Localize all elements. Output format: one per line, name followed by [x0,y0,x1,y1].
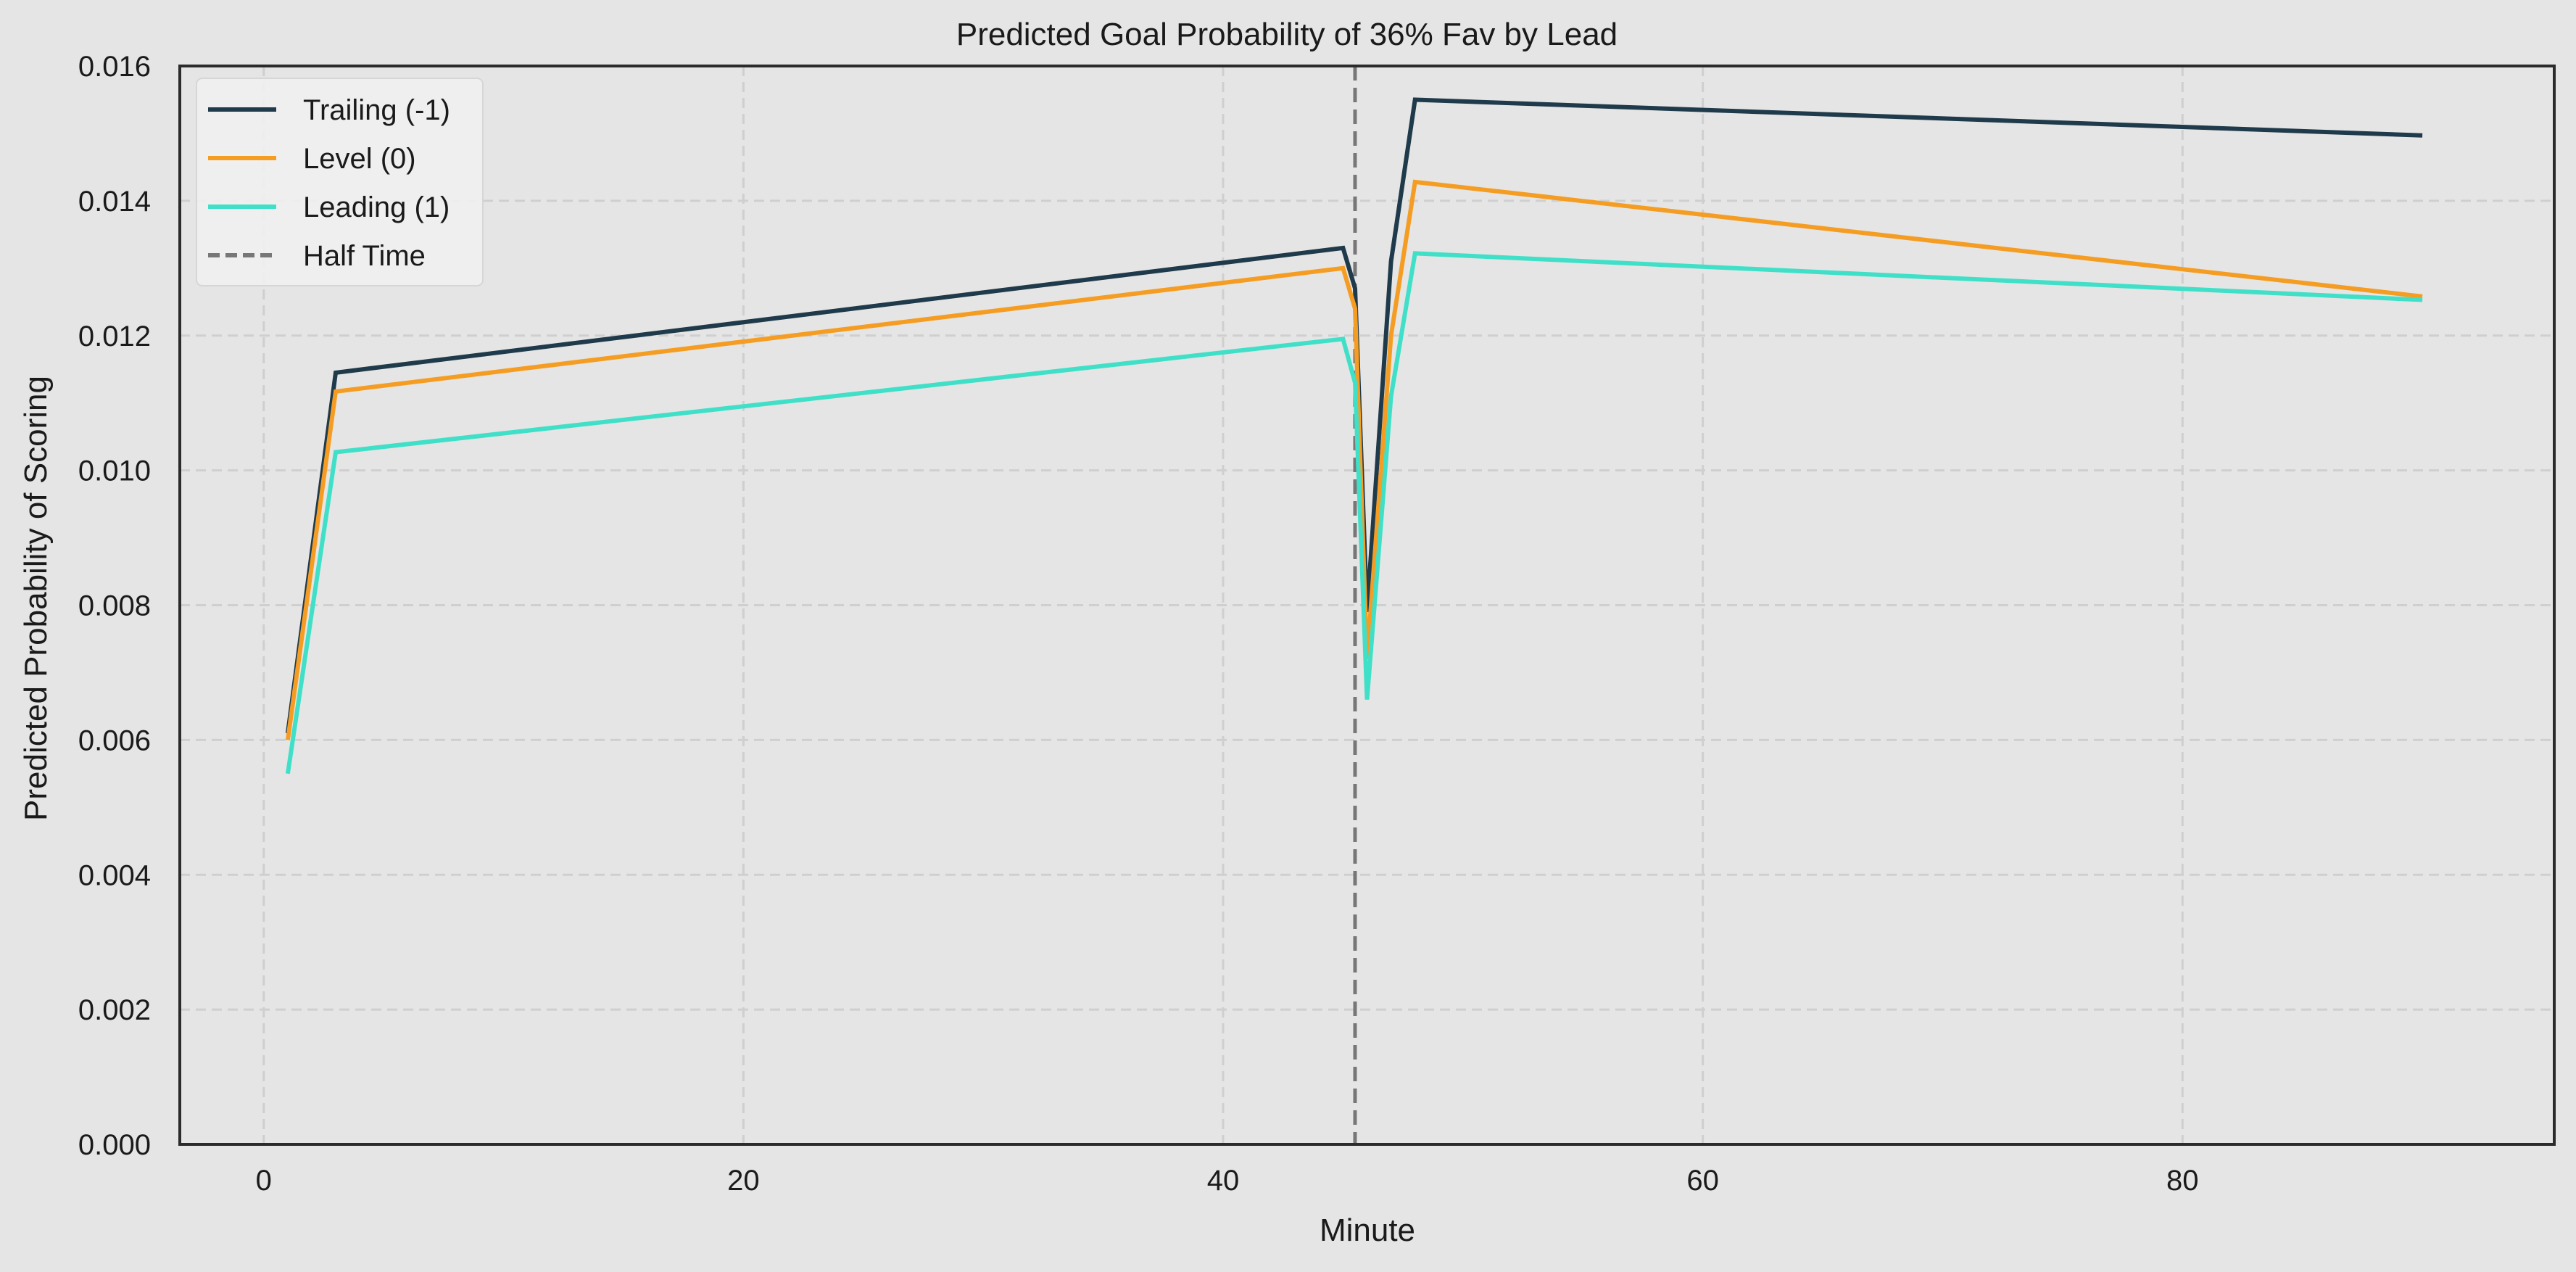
y-tick-label: 0.010 [78,455,151,487]
x-tick-label: 20 [727,1165,760,1197]
y-tick-label: 0.014 [78,186,151,218]
y-tick-label: 0.000 [78,1129,151,1161]
y-tick-label: 0.012 [78,321,151,352]
plot-frame [178,65,2556,1146]
series-lines [285,97,2423,775]
y-tick-label: 0.006 [78,724,151,756]
x-tick-label: 60 [1686,1165,1719,1197]
y-tick-label: 0.002 [78,994,151,1026]
y-tick-label: 0.008 [78,590,151,622]
y-axis-label: Predicted Probability of Scoring [18,376,54,821]
legend-label: Trailing (-1) [303,94,450,126]
legend: Trailing (-1) Level (0) Leading (1) Half Ti… [196,78,484,286]
x-tick-label: 40 [1207,1165,1240,1197]
legend-label: Leading (1) [303,191,450,223]
y-tick-label: 0.004 [78,859,151,891]
legend-label: Half Time [303,240,426,272]
legend-label: Level (0) [303,143,416,175]
x-axis-label: Minute [1320,1213,1415,1248]
x-axis-ticks: 0 20 40 60 80 [256,1165,2199,1197]
y-tick-label: 0.016 [78,51,151,83]
series-line-3 [285,251,2423,775]
y-axis-ticks: 0.000 0.002 0.004 0.006 0.008 0.010 0.012 0.014… [78,51,151,1161]
chart-title: Predicted Goal Probability of 36% Fav by… [956,17,1618,52]
legend-box [196,78,484,286]
x-tick-label: 80 [2166,1165,2199,1197]
x-tick-label: 0 [256,1165,272,1197]
